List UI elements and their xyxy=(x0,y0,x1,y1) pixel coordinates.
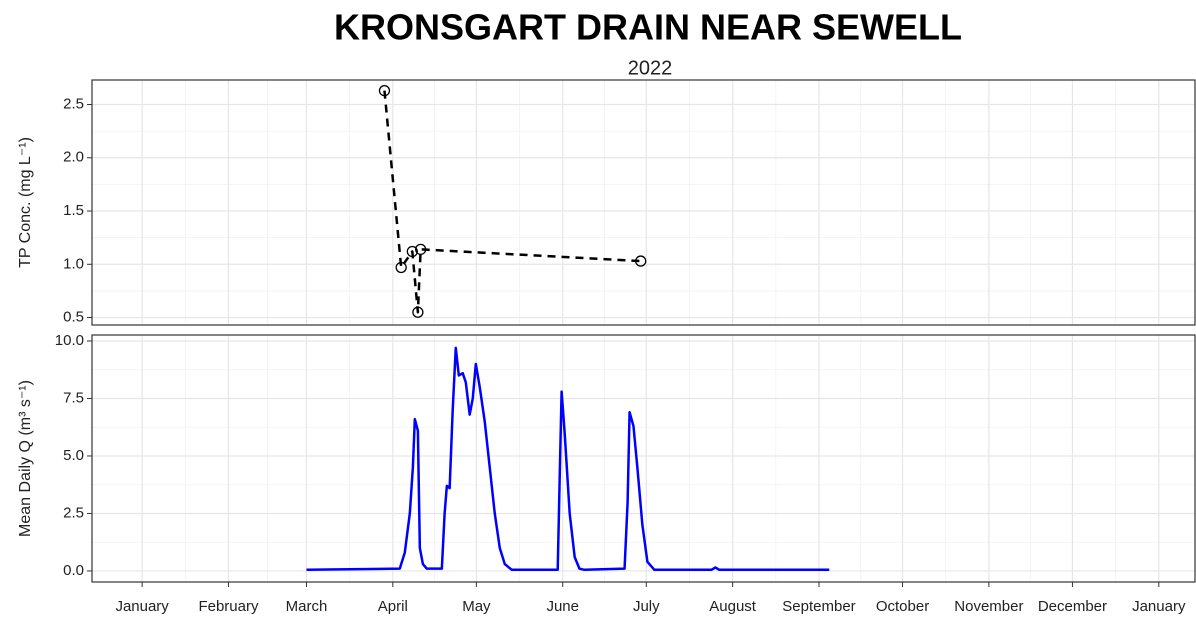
data-point xyxy=(395,261,407,274)
data-point xyxy=(406,245,418,258)
panel-border xyxy=(91,79,1196,326)
y-axis-label: Mean Daily Q (m³ s⁻¹) xyxy=(17,380,34,537)
y-tick-label: 10.0 xyxy=(55,332,84,349)
y-tick-label: 0.0 xyxy=(63,562,84,579)
data-line xyxy=(383,90,641,314)
x-tick-label: November xyxy=(954,598,1023,615)
x-tick-label: August xyxy=(709,598,757,615)
y-axis-label: TP Conc. (mg L⁻¹) xyxy=(17,137,34,268)
panel-border xyxy=(91,334,1196,583)
x-tick-label: December xyxy=(1038,598,1107,615)
x-tick-label: January xyxy=(115,598,169,615)
data-line xyxy=(306,346,830,572)
y-tick-label: 2.5 xyxy=(63,504,84,521)
y-tick-label: 2.0 xyxy=(63,149,84,166)
x-tick-label: July xyxy=(633,598,660,615)
x-tick-label: October xyxy=(876,598,929,615)
y-tick-label: 5.0 xyxy=(63,447,84,464)
x-tick-label: March xyxy=(286,598,328,615)
x-tick-label: January xyxy=(1132,598,1186,615)
x-tick-label: May xyxy=(462,598,491,615)
y-tick-label: 2.5 xyxy=(63,95,84,112)
y-tick-label: 1.5 xyxy=(63,202,84,219)
y-tick-label: 0.5 xyxy=(63,309,84,326)
data-point xyxy=(378,85,391,97)
data-point xyxy=(412,306,424,318)
chart-subtitle: 2022 xyxy=(628,57,673,79)
y-tick-label: 1.0 xyxy=(63,255,84,272)
x-tick-label: April xyxy=(378,598,408,615)
x-tick-label: June xyxy=(546,598,579,615)
y-tick-label: 7.5 xyxy=(63,389,84,406)
chart-title: KRONSGART DRAIN NEAR SEWELL xyxy=(334,7,962,48)
x-tick-label: February xyxy=(198,598,259,615)
x-tick-label: September xyxy=(782,598,855,615)
data-point xyxy=(635,255,647,267)
data-point xyxy=(415,243,427,256)
